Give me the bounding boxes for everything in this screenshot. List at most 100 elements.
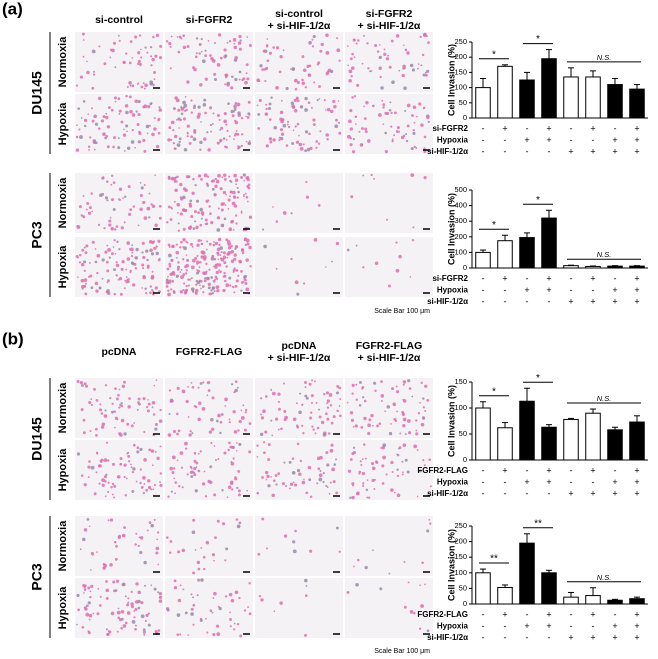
- cell: [240, 211, 243, 214]
- condition-sign: -: [570, 135, 573, 145]
- cell: [332, 99, 336, 104]
- cell: [367, 431, 371, 436]
- cell: [190, 381, 193, 384]
- cell: [246, 115, 250, 119]
- cell: [125, 110, 129, 115]
- condition-sign: -: [526, 296, 529, 306]
- cell: [335, 118, 338, 122]
- cell: [145, 124, 150, 129]
- cell: [206, 276, 210, 281]
- cell: [129, 109, 133, 114]
- cell: [92, 139, 96, 143]
- cell: [404, 110, 407, 113]
- cell: [87, 586, 91, 590]
- cell: [268, 118, 272, 121]
- cell: [398, 69, 401, 72]
- cell: [406, 470, 410, 474]
- cell: [225, 193, 227, 196]
- cell: [232, 457, 235, 460]
- cell: [88, 401, 92, 405]
- cell: [228, 135, 231, 138]
- cell: [328, 492, 331, 495]
- cell: [282, 123, 287, 128]
- condition-sign: -: [570, 285, 573, 295]
- cell: [158, 595, 163, 600]
- cell: [235, 130, 238, 132]
- cell: [126, 603, 129, 607]
- cell: [94, 122, 99, 126]
- cell: [135, 480, 138, 483]
- cell: [140, 486, 144, 489]
- cell: [290, 68, 292, 71]
- condition-sign: +: [634, 632, 639, 642]
- cell: [301, 424, 304, 427]
- bar: [541, 426, 557, 461]
- cell: [390, 460, 394, 465]
- cell: [150, 55, 153, 58]
- cell: [233, 107, 237, 111]
- cell: [138, 34, 142, 37]
- cell: [222, 275, 225, 278]
- cell: [268, 137, 273, 141]
- cell: [283, 461, 286, 464]
- cell: [204, 54, 208, 58]
- cell: [158, 419, 163, 423]
- cell: [176, 613, 181, 617]
- cell: [202, 103, 207, 107]
- bar: [563, 76, 579, 119]
- cell: [308, 40, 312, 45]
- cell: [113, 96, 117, 100]
- column-header: si-FGFR2: [186, 14, 233, 26]
- cell: [154, 286, 158, 290]
- cell: [388, 65, 392, 69]
- cell: [386, 218, 389, 221]
- cell: [361, 143, 364, 146]
- cell: [111, 482, 115, 486]
- cell: [349, 496, 352, 500]
- cell: [200, 255, 205, 259]
- cell: [118, 39, 121, 42]
- condition-sign: +: [546, 465, 551, 475]
- cell: [197, 239, 201, 243]
- cell: [168, 262, 172, 266]
- cell: [325, 391, 330, 395]
- cell: [189, 430, 192, 433]
- cell: [265, 144, 269, 148]
- cell: [370, 413, 374, 418]
- cell: [311, 425, 314, 428]
- cell: [227, 207, 230, 210]
- cell: [143, 216, 148, 220]
- cell: [260, 598, 264, 602]
- cell: [315, 146, 318, 149]
- condition-sign: -: [592, 621, 595, 631]
- cell: [138, 131, 142, 135]
- cell: [402, 417, 407, 422]
- cell: [177, 229, 180, 232]
- cell: [322, 480, 325, 484]
- cell: [423, 175, 427, 180]
- cell: [158, 257, 161, 260]
- condition-sign: -: [592, 135, 595, 145]
- cell: [204, 495, 208, 498]
- cell: [224, 83, 227, 86]
- cell: [302, 431, 305, 435]
- cell: [350, 418, 355, 422]
- cell: [92, 612, 95, 615]
- condition-label: Hypoxia: [57, 448, 69, 492]
- cell: [270, 96, 273, 99]
- cell: [350, 75, 353, 78]
- cell: [132, 443, 136, 447]
- cell: [105, 596, 109, 600]
- condition-sign: +: [634, 621, 639, 631]
- cell: [388, 108, 392, 112]
- cell: [172, 129, 175, 132]
- cell: [245, 408, 248, 412]
- cell: [285, 86, 289, 91]
- cell: [371, 104, 375, 108]
- cell: [240, 176, 244, 179]
- cell: [101, 277, 104, 280]
- cell: [152, 413, 156, 416]
- column-header: + si-HIF-1/2α: [358, 20, 421, 32]
- cell: [233, 58, 238, 62]
- cell: [382, 455, 386, 460]
